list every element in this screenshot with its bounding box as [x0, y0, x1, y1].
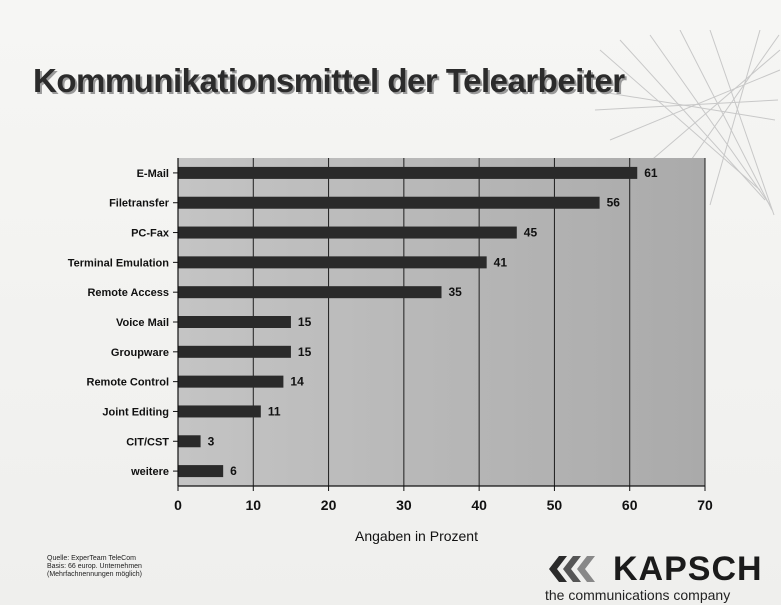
- bar: [178, 375, 284, 388]
- data-label: 11: [268, 404, 281, 418]
- page-title: Kommunikationsmittel der Telearbeiter: [33, 62, 625, 99]
- data-label: 3: [208, 434, 215, 448]
- bar: [178, 405, 261, 418]
- category-label: Remote Access: [87, 287, 169, 299]
- category-label: weitere: [130, 466, 169, 478]
- bar: [178, 256, 487, 269]
- logo-tagline: the communications company: [545, 587, 731, 603]
- source-line: Quelle: ExperTeam TeleCom: [47, 555, 136, 562]
- bar: [178, 286, 442, 299]
- data-label: 56: [607, 196, 621, 210]
- bar: [178, 345, 291, 358]
- decorative-lines: [589, 30, 781, 216]
- data-label: 41: [494, 255, 508, 269]
- category-label: Groupware: [111, 347, 169, 359]
- basis-line: Basis: 66 europ. Unternehmen: [47, 563, 142, 570]
- bar: [178, 465, 224, 478]
- x-tick-label: 0: [174, 497, 182, 513]
- x-tick-label: 30: [396, 497, 412, 513]
- category-label: PC-Fax: [131, 228, 170, 240]
- category-label: E-Mail: [137, 168, 169, 180]
- bar: [178, 226, 517, 239]
- data-label: 15: [298, 315, 312, 329]
- x-tick-label: 20: [321, 497, 337, 513]
- kapsch-chevron-icon: [549, 556, 595, 582]
- x-tick-label: 50: [547, 497, 563, 513]
- category-label: Voice Mail: [116, 317, 169, 329]
- data-label: 45: [524, 226, 538, 240]
- x-tick-label: 60: [622, 497, 638, 513]
- data-label: 35: [449, 285, 463, 299]
- category-label: Filetransfer: [109, 198, 170, 210]
- kapsch-logo: KAPSCH the communications company: [545, 550, 770, 605]
- category-label: Remote Control: [87, 377, 170, 389]
- data-label: 61: [644, 166, 658, 180]
- data-label: 14: [290, 375, 304, 389]
- x-tick-label: 40: [471, 497, 487, 513]
- data-label: 6: [230, 464, 237, 478]
- bar: [178, 316, 291, 328]
- logo-wordmark: KAPSCH: [613, 550, 763, 588]
- category-label: Terminal Emulation: [68, 257, 170, 269]
- x-tick-label: 10: [245, 497, 261, 513]
- data-label: 15: [298, 345, 312, 359]
- x-tick-label: 70: [697, 497, 713, 513]
- source-note: Quelle: ExperTeam TeleCom Basis: 66 euro…: [47, 555, 142, 579]
- bar: [178, 166, 638, 179]
- x-axis-title: Angaben in Prozent: [355, 528, 478, 544]
- category-label: CIT/CST: [126, 436, 169, 448]
- note-line: (Mehrfachnennungen möglich): [47, 571, 142, 578]
- bar: [178, 435, 201, 448]
- bar: [178, 196, 600, 209]
- category-label: Joint Editing: [102, 406, 169, 418]
